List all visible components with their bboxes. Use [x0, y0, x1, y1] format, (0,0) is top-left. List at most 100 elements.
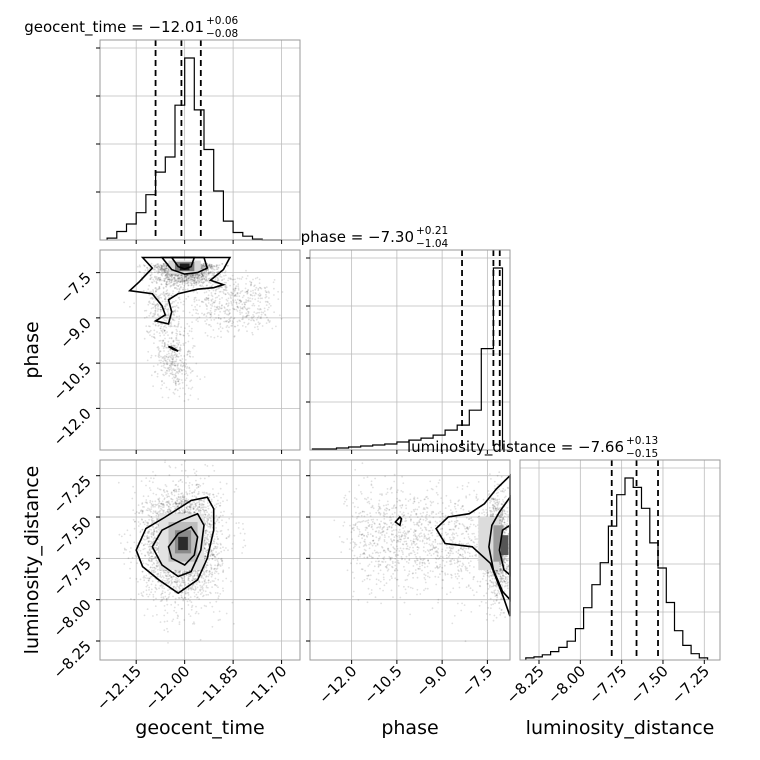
- sample-point: [160, 265, 163, 268]
- sample-point: [154, 309, 157, 312]
- sample-point: [149, 297, 152, 300]
- sample-point: [176, 279, 178, 282]
- sample-point: [158, 347, 160, 350]
- sample-point: [234, 294, 237, 297]
- sample-point: [239, 299, 241, 301]
- sample-point: [163, 298, 166, 301]
- sample-point: [146, 267, 149, 269]
- sample-point: [243, 321, 246, 324]
- sample-point: [240, 307, 242, 310]
- sample-point: [226, 329, 229, 332]
- sample-point: [152, 312, 155, 315]
- sample-point: [215, 600, 218, 603]
- sample-point: [231, 322, 234, 325]
- sample-point: [184, 281, 187, 284]
- sample-point: [191, 491, 194, 494]
- sample-point: [258, 278, 261, 281]
- sample-point: [167, 334, 169, 337]
- sample-point: [168, 294, 170, 297]
- sample-point: [180, 594, 183, 597]
- sample-point: [165, 599, 168, 602]
- sample-point: [209, 309, 212, 312]
- sample-point: [179, 346, 182, 349]
- sample-point: [161, 330, 164, 333]
- sample-point: [165, 319, 168, 322]
- sample-point: [164, 297, 167, 300]
- sample-point: [239, 299, 241, 302]
- sample-point: [154, 265, 157, 267]
- sample-point: [154, 304, 157, 307]
- sample-point: [144, 501, 147, 504]
- sample-point: [187, 275, 190, 278]
- sample-point: [171, 318, 174, 320]
- sample-point: [166, 302, 169, 305]
- sample-point: [164, 269, 166, 272]
- sample-point: [154, 505, 156, 508]
- sample-point: [221, 297, 224, 299]
- sample-point: [171, 362, 173, 365]
- sample-point: [225, 308, 228, 311]
- sample-point: [237, 283, 240, 286]
- sample-point: [228, 534, 231, 537]
- sample-point: [238, 302, 241, 305]
- sample-point: [194, 274, 197, 277]
- sample-point: [156, 375, 159, 378]
- sample-point: [259, 301, 262, 304]
- sample-point: [171, 325, 173, 328]
- sample-point: [239, 320, 242, 322]
- sample-point: [165, 580, 167, 582]
- sample-point: [172, 284, 175, 287]
- sample-point: [170, 362, 173, 365]
- sample-point: [236, 324, 239, 327]
- sample-point: [211, 266, 214, 269]
- sample-point: [162, 265, 165, 268]
- sample-point: [154, 264, 157, 266]
- sample-point: [169, 275, 172, 278]
- sample-point: [163, 350, 165, 352]
- sample-point: [220, 496, 222, 499]
- sample-point: [157, 305, 159, 308]
- sample-point: [165, 362, 168, 365]
- sample-point: [209, 271, 212, 274]
- sample-point: [219, 317, 222, 320]
- sample-point: [253, 285, 256, 288]
- sample-point: [232, 299, 235, 302]
- sample-point: [159, 269, 161, 271]
- sample-point: [175, 274, 177, 276]
- sample-point: [207, 525, 210, 528]
- sample-point: [217, 278, 220, 280]
- sample-point: [228, 318, 231, 321]
- sample-point: [157, 267, 160, 270]
- sample-point: [172, 368, 174, 371]
- sample-point: [170, 279, 173, 282]
- sample-point: [176, 274, 179, 277]
- sample-point: [203, 273, 206, 275]
- sample-point: [233, 308, 236, 311]
- sample-point: [147, 558, 150, 561]
- sample-point: [165, 274, 167, 276]
- sample-point: [216, 553, 219, 555]
- sample-point: [170, 342, 172, 345]
- sample-point: [217, 287, 220, 290]
- sample-point: [202, 577, 205, 580]
- sample-point: [179, 277, 181, 280]
- sample-point: [199, 378, 202, 381]
- sample-point: [216, 306, 219, 309]
- sample-point: [167, 493, 170, 495]
- sample-point: [178, 274, 181, 276]
- sample-point: [127, 557, 130, 560]
- sample-point: [158, 280, 161, 282]
- sample-point: [148, 556, 151, 559]
- sample-point: [179, 333, 182, 336]
- sample-point: [199, 284, 201, 287]
- sample-point: [229, 277, 232, 279]
- sample-point: [224, 312, 227, 315]
- sample-point: [175, 279, 178, 282]
- sample-point: [205, 564, 208, 566]
- sample-point: [170, 284, 173, 287]
- sample-point: [175, 371, 178, 373]
- sample-point: [209, 277, 211, 280]
- sample-point: [177, 285, 180, 287]
- sample-point: [178, 277, 181, 279]
- sample-point: [236, 298, 239, 301]
